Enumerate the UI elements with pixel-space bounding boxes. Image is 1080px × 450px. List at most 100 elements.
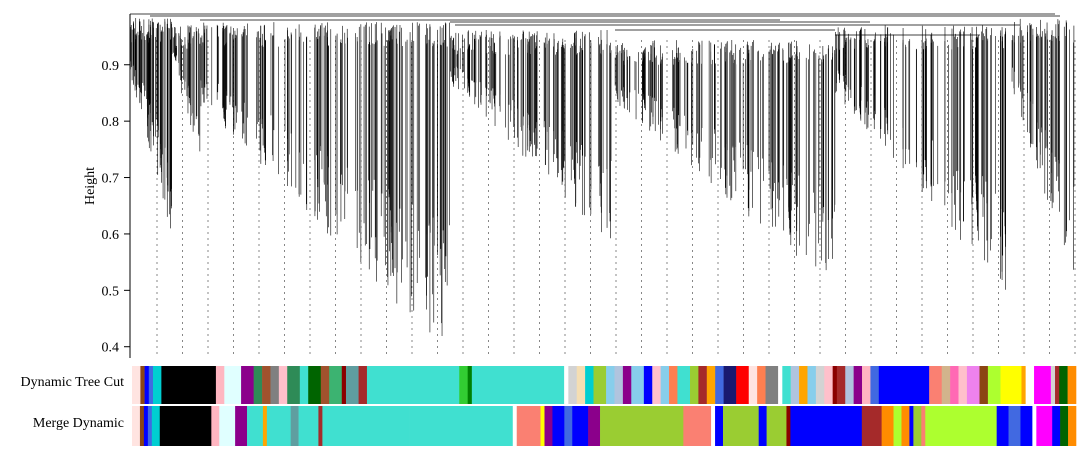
module-color-segment	[643, 366, 653, 404]
module-color-segment	[807, 366, 817, 404]
y-tick-label: 0.4	[102, 341, 120, 356]
module-color-segment	[600, 406, 684, 446]
module-color-segment	[606, 366, 615, 404]
y-tick-label: 0.6	[102, 228, 120, 243]
module-color-segment	[711, 406, 716, 446]
module-color-segment	[144, 366, 150, 404]
module-color-segment	[778, 366, 783, 404]
module-color-segment	[161, 366, 217, 404]
module-color-segment	[132, 366, 141, 404]
module-color-segment	[564, 366, 569, 404]
module-color-segment	[544, 406, 553, 446]
module-color-segment	[564, 406, 573, 446]
row-label-dynamic-tree-cut: Dynamic Tree Cut	[21, 375, 125, 390]
module-color-segment	[270, 366, 280, 404]
module-color-segment	[262, 406, 268, 446]
module-color-segment	[298, 406, 319, 446]
module-color-segment	[241, 366, 254, 404]
module-color-segment	[132, 406, 141, 446]
module-color-segment	[318, 406, 323, 446]
module-color-segment	[815, 366, 825, 404]
module-color-segment	[366, 366, 460, 404]
module-color-segment	[845, 366, 854, 404]
module-color-segment	[320, 366, 330, 404]
module-color-segment	[941, 366, 951, 404]
module-color-segment	[631, 366, 645, 404]
module-color-segment	[516, 406, 541, 446]
module-color-segment	[140, 366, 145, 404]
module-color-segment	[215, 366, 225, 404]
y-tick-label: 0.7	[102, 172, 120, 187]
module-color-segment	[1034, 366, 1052, 404]
module-color-segment	[824, 366, 833, 404]
module-color-segment	[790, 406, 863, 446]
module-color-segment	[1032, 406, 1037, 446]
module-color-segment	[143, 406, 149, 446]
module-color-segment	[1067, 366, 1077, 404]
module-color-segment	[308, 366, 322, 404]
module-color-segment	[909, 406, 914, 446]
module-color-segment	[748, 366, 758, 404]
module-color-segment	[287, 366, 301, 404]
module-color-segment	[958, 366, 968, 404]
module-color-segment	[471, 366, 565, 404]
module-color-segment	[996, 406, 1009, 446]
module-color-segment	[345, 366, 359, 404]
module-color-segment	[614, 366, 624, 404]
module-color-segment	[987, 366, 1001, 404]
module-color-segment	[576, 366, 586, 404]
module-color-segment	[878, 366, 930, 404]
module-color-segment	[341, 366, 347, 404]
module-color-segment	[1008, 406, 1021, 446]
module-color-segment	[409, 406, 514, 446]
module-color-segment	[723, 366, 737, 404]
module-color-segment	[677, 366, 691, 404]
y-axis: 0.4 0.5 0.6 0.7 0.8 0.9	[102, 14, 131, 358]
module-color-segment	[669, 366, 678, 404]
module-color-segment	[147, 406, 153, 446]
module-color-segment	[790, 366, 800, 404]
module-color-segment	[329, 366, 343, 404]
row-label-merge-dynamic: Merge Dynamic	[33, 416, 124, 431]
module-color-segment	[568, 366, 578, 404]
module-color-segment	[266, 406, 291, 446]
module-color-segment	[211, 406, 220, 446]
module-color-segment	[799, 366, 808, 404]
module-color-segment	[247, 406, 264, 446]
module-color-segment	[552, 406, 565, 446]
module-color-segment	[758, 406, 767, 446]
module-color-segment	[358, 366, 368, 404]
module-color-segment	[715, 406, 724, 446]
module-color-segment	[652, 366, 661, 404]
module-color-segment	[766, 406, 787, 446]
module-color-segment	[593, 366, 607, 404]
module-color-segment	[861, 406, 882, 446]
module-color-segment	[757, 366, 766, 404]
module-color-segment	[1055, 366, 1060, 404]
module-color-segment	[690, 366, 699, 404]
module-color-segment	[224, 366, 242, 404]
color-rows	[132, 366, 1077, 446]
module-color-segment	[929, 366, 943, 404]
module-color-segment	[950, 366, 959, 404]
module-color-segment	[299, 366, 309, 404]
module-color-segment	[979, 366, 989, 404]
guide-lines	[156, 40, 1076, 356]
module-color-segment	[1060, 406, 1069, 446]
module-color-segment	[262, 366, 271, 404]
module-color-segment	[683, 406, 712, 446]
module-color-segment	[219, 406, 236, 446]
module-color-segment	[588, 406, 601, 446]
module-color-segment	[572, 406, 589, 446]
module-color-segment	[921, 406, 926, 446]
module-color-segment	[736, 366, 750, 404]
module-color-segment	[467, 366, 473, 404]
module-color-segment	[660, 366, 670, 404]
module-color-segment	[290, 406, 299, 446]
module-color-segment	[459, 366, 468, 404]
module-color-segment	[278, 366, 288, 404]
module-color-segment	[881, 406, 894, 446]
module-color-segment	[765, 366, 779, 404]
